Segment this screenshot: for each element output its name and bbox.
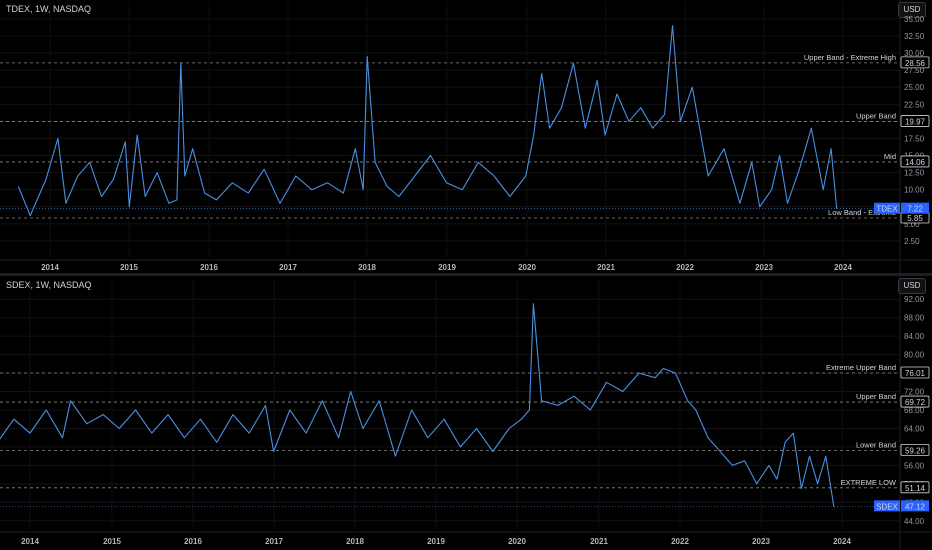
x-tick-label: 2022 bbox=[676, 263, 694, 272]
tdex-chart-pane[interactable]: TDEX, 1W, NASDAQ USD 35.00 32.50 30.00 27.5… bbox=[0, 0, 932, 274]
y-tick-label: 80.00 bbox=[904, 351, 925, 360]
x-tick-label: 2014 bbox=[21, 537, 39, 546]
band-label: Lower Band bbox=[856, 440, 896, 449]
y-tick-label: 44.00 bbox=[904, 517, 925, 526]
x-tick-label: 2019 bbox=[427, 537, 445, 546]
band-value: 14.06 bbox=[905, 158, 926, 167]
x-tick-label: 2021 bbox=[597, 263, 615, 272]
x-tick-label: 2024 bbox=[834, 263, 852, 272]
x-tick-label: 2023 bbox=[755, 263, 773, 272]
last-value-box bbox=[901, 500, 929, 512]
band-value: 59.26 bbox=[905, 446, 926, 455]
band-value-box bbox=[900, 155, 930, 168]
y-tick-label: 88.00 bbox=[904, 314, 925, 323]
band-label: EXTREME LOW bbox=[841, 478, 897, 487]
y-tick-label: 68.00 bbox=[904, 406, 925, 415]
y-tick-label: 27.50 bbox=[904, 66, 925, 75]
y-tick-label: 32.50 bbox=[904, 32, 925, 41]
sdex-chart-pane[interactable]: SDEX, 1W, NASDAQ USD 92.00 88.00 84.00 80.0… bbox=[0, 276, 932, 550]
band-label: Low Band - Extreme bbox=[828, 208, 896, 217]
y-tick-label: 2.50 bbox=[904, 237, 920, 246]
band-value: 5.85 bbox=[907, 214, 923, 223]
series-line[interactable] bbox=[0, 303, 835, 507]
x-tick-label: 2018 bbox=[358, 263, 376, 272]
band-value-box bbox=[900, 443, 930, 456]
last-name-box bbox=[874, 500, 900, 512]
band-value: 51.14 bbox=[905, 484, 926, 493]
band-label: Upper Band bbox=[856, 112, 896, 121]
tdex-chart-svg: 35.0032.5030.0027.5025.0022.5020.0017.50… bbox=[0, 0, 932, 274]
series-line[interactable] bbox=[17, 25, 838, 217]
y-tick-label: 12.50 bbox=[904, 169, 925, 178]
currency-button[interactable]: USD bbox=[898, 2, 926, 18]
y-tick-label: 22.50 bbox=[904, 100, 925, 109]
x-tick-label: 2021 bbox=[590, 537, 608, 546]
x-tick-label: 2016 bbox=[184, 537, 202, 546]
x-tick-label: 2022 bbox=[671, 537, 689, 546]
y-tick-label: 84.00 bbox=[904, 332, 925, 341]
band-label: Extreme Upper Band bbox=[826, 363, 896, 372]
x-tick-label: 2024 bbox=[833, 537, 851, 546]
x-tick-label: 2016 bbox=[200, 263, 218, 272]
x-tick-label: 2017 bbox=[279, 263, 297, 272]
last-value-label: 47.12 bbox=[905, 502, 926, 511]
band-label: Upper Band bbox=[856, 392, 896, 401]
y-tick-label: 92.00 bbox=[904, 295, 925, 304]
y-tick-label: 35.00 bbox=[904, 15, 925, 24]
currency-button[interactable]: USD bbox=[898, 278, 926, 294]
y-tick-label: 10.00 bbox=[904, 186, 925, 195]
band-value-box bbox=[900, 481, 930, 494]
y-tick-label: 72.00 bbox=[904, 388, 925, 397]
x-tick-label: 2018 bbox=[346, 537, 364, 546]
sdex-chart-svg: 92.0088.0084.0080.0076.0072.0068.0064.00… bbox=[0, 276, 932, 550]
band-value-box bbox=[900, 395, 930, 408]
chart-title: SDEX, 1W, NASDAQ bbox=[6, 280, 92, 290]
band-value: 19.97 bbox=[905, 118, 926, 127]
x-tick-label: 2020 bbox=[508, 537, 526, 546]
x-tick-label: 2015 bbox=[103, 537, 121, 546]
y-tick-label: 5.00 bbox=[904, 220, 920, 229]
pane-separator[interactable] bbox=[0, 273, 932, 276]
x-tick-label: 2017 bbox=[265, 537, 283, 546]
band-value-box bbox=[900, 56, 930, 69]
y-tick-label: 25.00 bbox=[904, 83, 925, 92]
y-tick-label: 30.00 bbox=[904, 49, 925, 58]
band-label: Mid bbox=[884, 152, 896, 161]
band-value: 69.72 bbox=[905, 398, 926, 407]
last-name-box bbox=[874, 202, 900, 214]
x-tick-label: 2020 bbox=[518, 263, 536, 272]
band-value: 76.01 bbox=[905, 369, 926, 378]
chart-title: TDEX, 1W, NASDAQ bbox=[6, 4, 92, 14]
x-tick-label: 2019 bbox=[438, 263, 456, 272]
band-value-box bbox=[900, 115, 930, 127]
y-tick-label: 64.00 bbox=[904, 424, 925, 433]
band-value: 28.56 bbox=[905, 59, 926, 68]
last-name-label: SDEX bbox=[876, 502, 898, 511]
last-name-label: TDEX bbox=[876, 205, 898, 214]
band-value-box bbox=[900, 366, 930, 379]
x-tick-label: 2023 bbox=[752, 537, 770, 546]
band-label: Upper Band - Extreme High bbox=[804, 53, 896, 62]
last-value-box bbox=[901, 202, 929, 214]
x-tick-label: 2014 bbox=[41, 263, 59, 272]
last-value-label: 7.22 bbox=[907, 205, 923, 214]
x-tick-label: 2015 bbox=[120, 263, 138, 272]
y-tick-label: 56.00 bbox=[904, 461, 925, 470]
y-tick-label: 17.50 bbox=[904, 134, 925, 143]
